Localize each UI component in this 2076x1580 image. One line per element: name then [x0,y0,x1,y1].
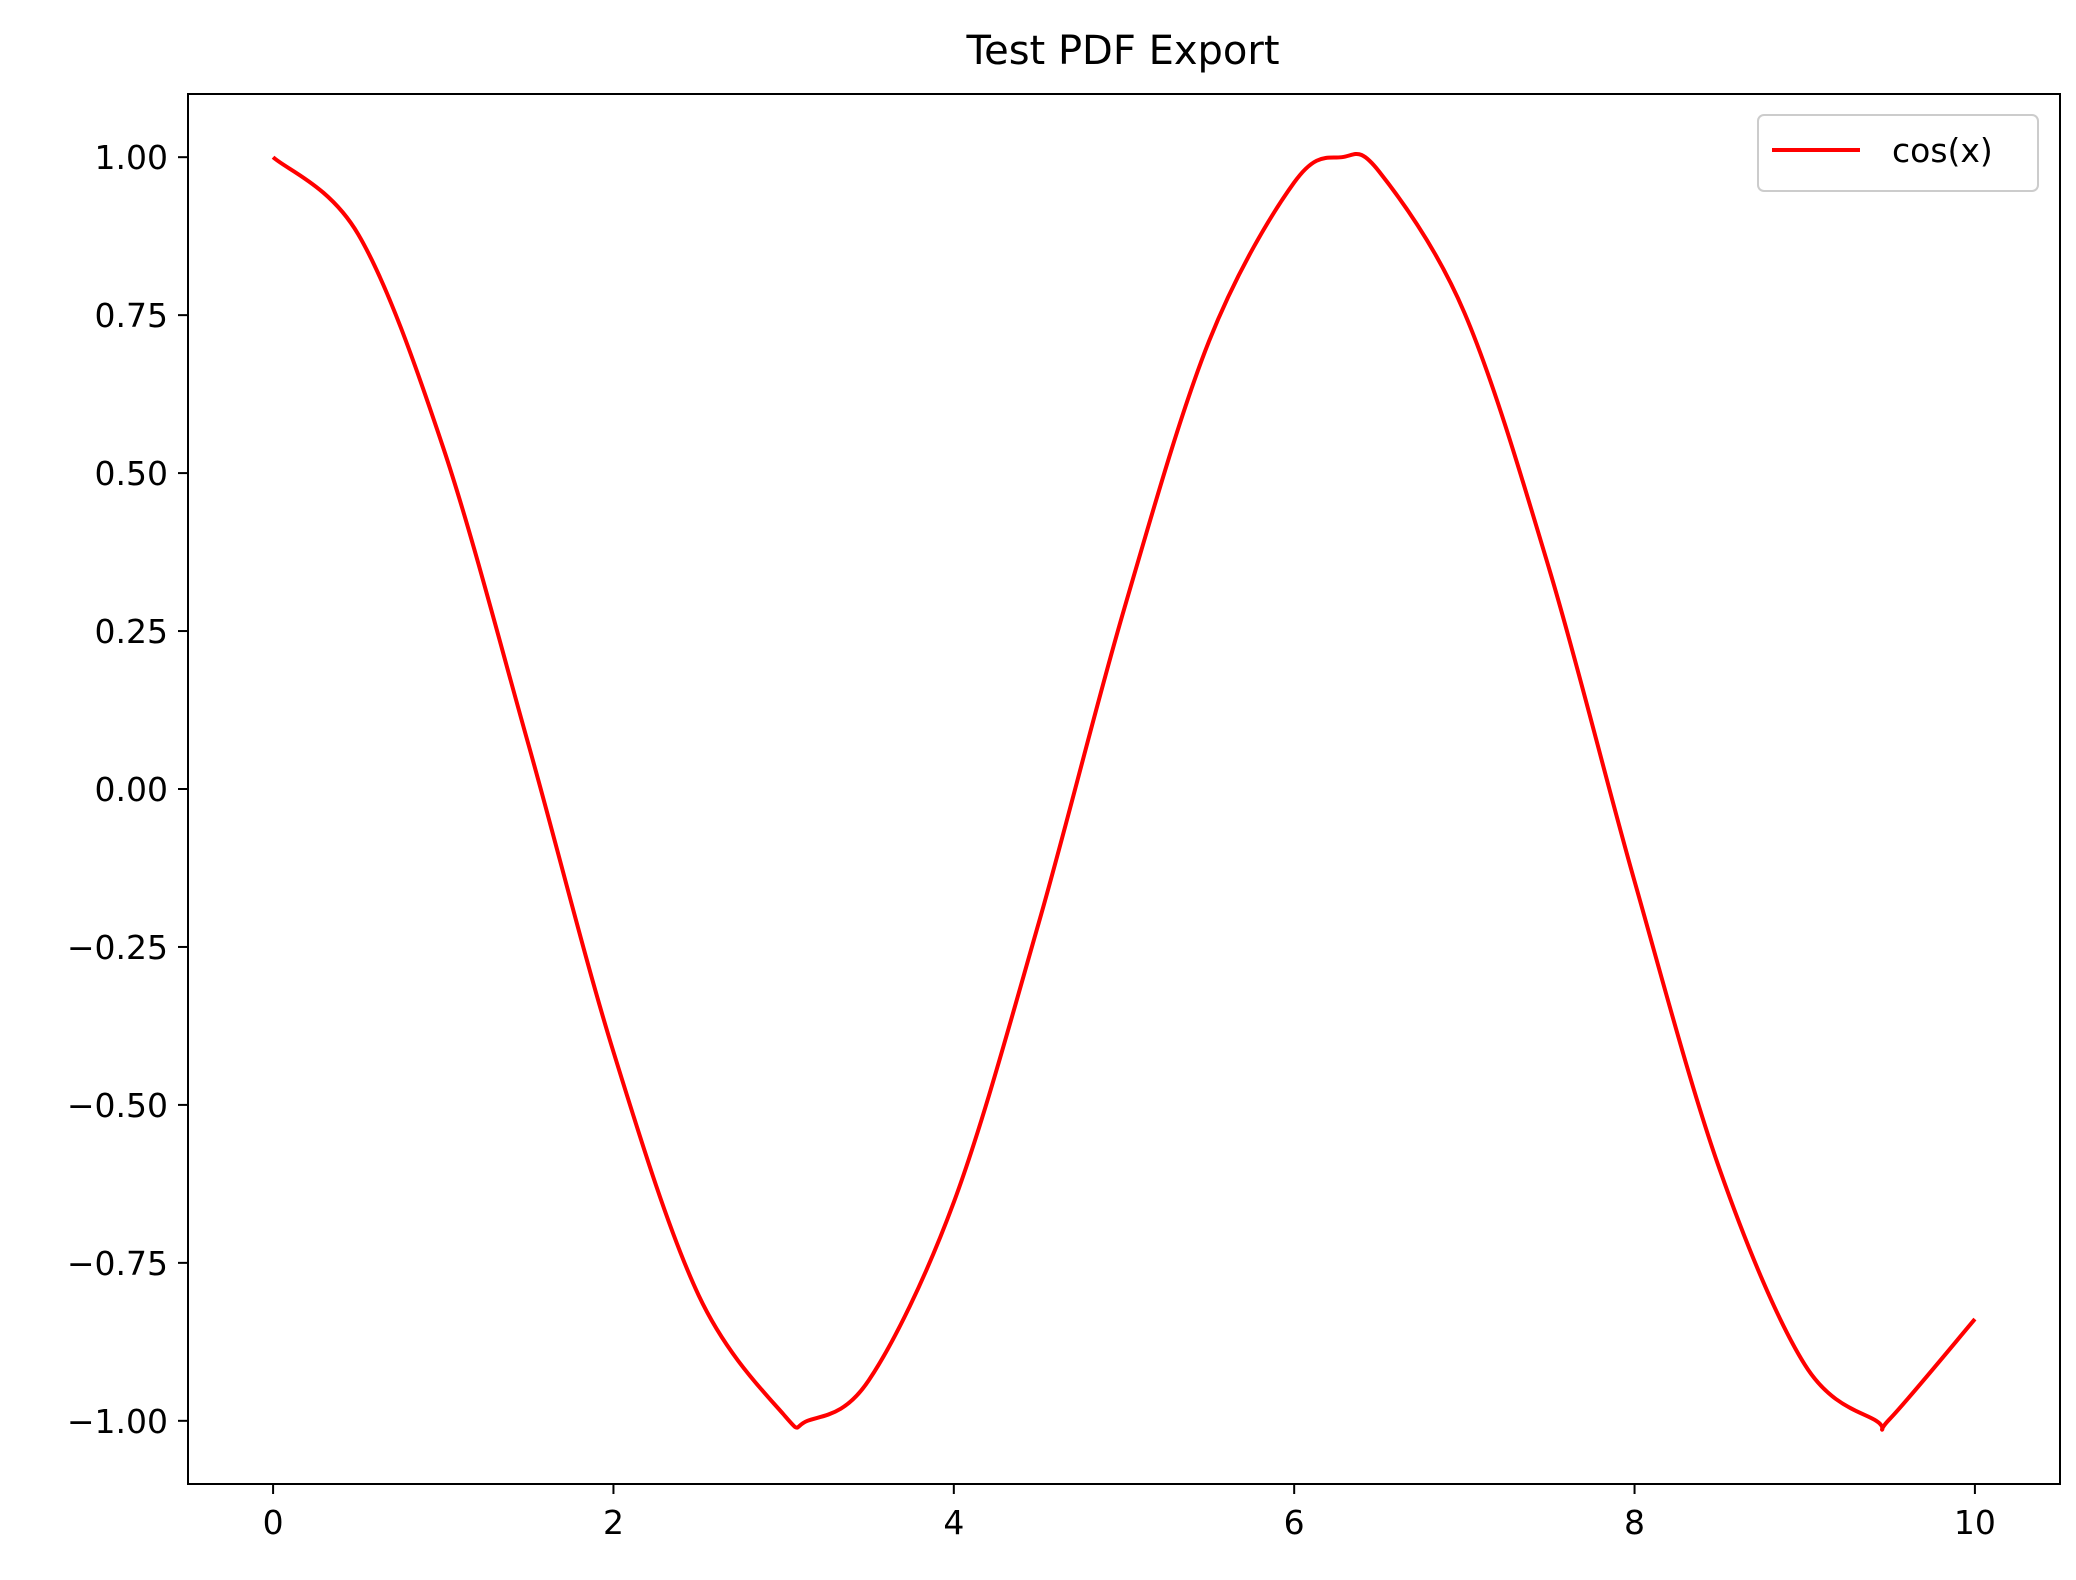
x-tick-label: 8 [1624,1503,1645,1542]
y-tick-label: −1.00 [67,1402,168,1441]
legend: cos(x) [1757,114,2039,192]
plot-frame [187,93,2061,1485]
y-tick-label: 0.25 [95,612,168,651]
y-axis: 1.00 0.75 0.50 0.25 0.00 −0.25 −0.50 −0.75 −1.00 [67,138,188,1441]
legend-box [1757,114,2039,192]
x-tick-label: 4 [943,1503,964,1542]
x-tick-label: 10 [1954,1503,1996,1542]
plot-area [188,94,2060,1484]
x-axis: 0 2 4 6 8 10 [263,1484,1996,1542]
chart-title: Test PDF Export [965,28,1279,74]
x-tick-label: 2 [603,1503,624,1542]
y-tick-label: 1.00 [95,138,168,177]
y-tick-label: −0.75 [67,1244,168,1283]
x-tick-label: 0 [263,1503,284,1542]
legend-label-cos-x: cos(x) [1892,131,1993,170]
series-line-cos-x [271,152,1977,1432]
y-tick-label: −0.25 [67,928,168,967]
y-tick-label: 0.00 [95,770,168,809]
x-tick-label: 6 [1284,1503,1305,1542]
y-tick-label: −0.50 [67,1086,168,1125]
y-tick-label: 0.50 [95,454,168,493]
y-tick-label: 0.75 [95,296,168,335]
